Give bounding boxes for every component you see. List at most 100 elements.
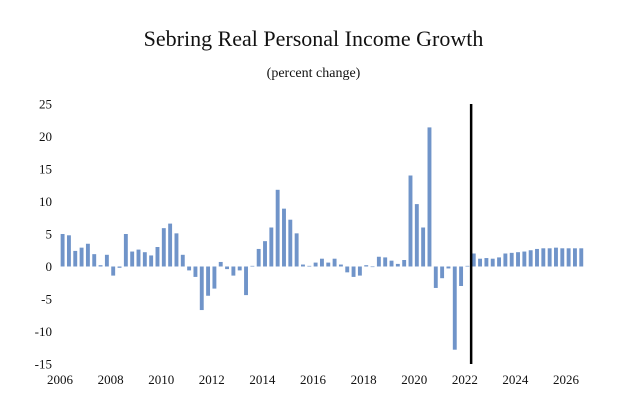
bar [117,266,122,268]
bar [218,261,223,267]
bar [294,233,299,267]
y-tick-label: -10 [35,324,52,339]
bar [111,266,116,276]
x-tick-label: 2016 [300,372,327,387]
bar [465,265,470,267]
y-tick-label: -15 [35,357,52,372]
bar [275,189,280,267]
bar [427,127,432,267]
bar [566,248,571,267]
bar [459,266,464,286]
bar [490,258,495,267]
y-tick-label: -5 [41,292,52,307]
bar [180,254,185,267]
bar [244,266,248,296]
bar [301,264,305,267]
bar [560,248,565,267]
bar [60,234,65,267]
bar [414,204,419,267]
bar [142,252,147,267]
bar [98,265,103,267]
bar [408,175,413,267]
bar [516,252,520,267]
chart-title: Sebring Real Personal Income Growth [143,26,484,51]
bar [395,263,400,267]
bar [250,265,255,267]
bar [579,248,584,267]
bar [433,266,438,288]
x-tick-label: 2020 [401,372,427,387]
bar [452,266,457,350]
bar [351,266,356,277]
bar [484,258,489,267]
bar [402,260,407,267]
x-tick-label: 2012 [199,372,225,387]
bar [288,219,293,267]
x-tick-label: 2018 [351,372,377,387]
bar [199,266,204,311]
bars-group [60,127,584,350]
bar [389,260,394,267]
bar [326,262,331,267]
x-tick-label: 2010 [148,372,174,387]
bar [528,250,533,267]
bar [522,251,527,267]
bar [206,266,211,296]
bar [421,227,426,267]
bar [313,262,318,267]
x-axis-tick-labels: 2006 2008 2010 2012 2014 2016 2018 2020 2022 2024… [47,372,580,387]
bar [497,257,501,267]
bar [73,250,78,267]
bar [345,266,350,273]
y-tick-label: 10 [39,194,52,209]
bar [509,252,514,267]
bar [193,266,198,277]
bar [79,247,84,267]
bar [66,235,71,267]
bar [225,266,230,270]
bar [554,247,558,267]
bar [187,266,192,271]
bar [478,258,483,267]
bar [446,266,451,269]
y-tick-label: 25 [39,97,52,112]
bar [130,251,135,267]
bar [237,266,242,271]
bar [282,208,286,267]
y-tick-label: 20 [39,129,52,144]
x-tick-label: 2022 [452,372,478,387]
bar [168,223,173,267]
bar [212,266,217,289]
bar [338,264,343,267]
y-tick-label: 5 [46,227,53,242]
chart-subtitle: (percent change) [266,66,361,81]
bar [263,241,267,267]
bar [85,243,90,267]
bar [104,254,109,267]
bar [92,254,97,267]
bar [535,248,539,267]
bar [307,265,312,267]
bar [547,248,552,267]
y-tick-label: 0 [46,259,53,274]
x-tick-label: 2024 [502,372,529,387]
bar [541,248,546,267]
bar [269,227,274,267]
y-tick-label: 15 [39,162,52,177]
y-axis-tick-labels: 25 20 15 10 5 0 -5 -10 -15 [35,97,52,372]
bar [149,255,154,267]
bar [155,247,160,267]
bar [370,266,375,268]
bar [332,258,337,267]
bar [231,266,236,276]
bar [471,253,476,267]
bar [440,266,445,279]
bar [383,257,388,267]
bar [357,266,362,276]
bar [161,228,166,267]
bar [136,249,141,267]
bar [123,234,128,267]
bar [376,256,381,267]
bar [573,248,577,267]
